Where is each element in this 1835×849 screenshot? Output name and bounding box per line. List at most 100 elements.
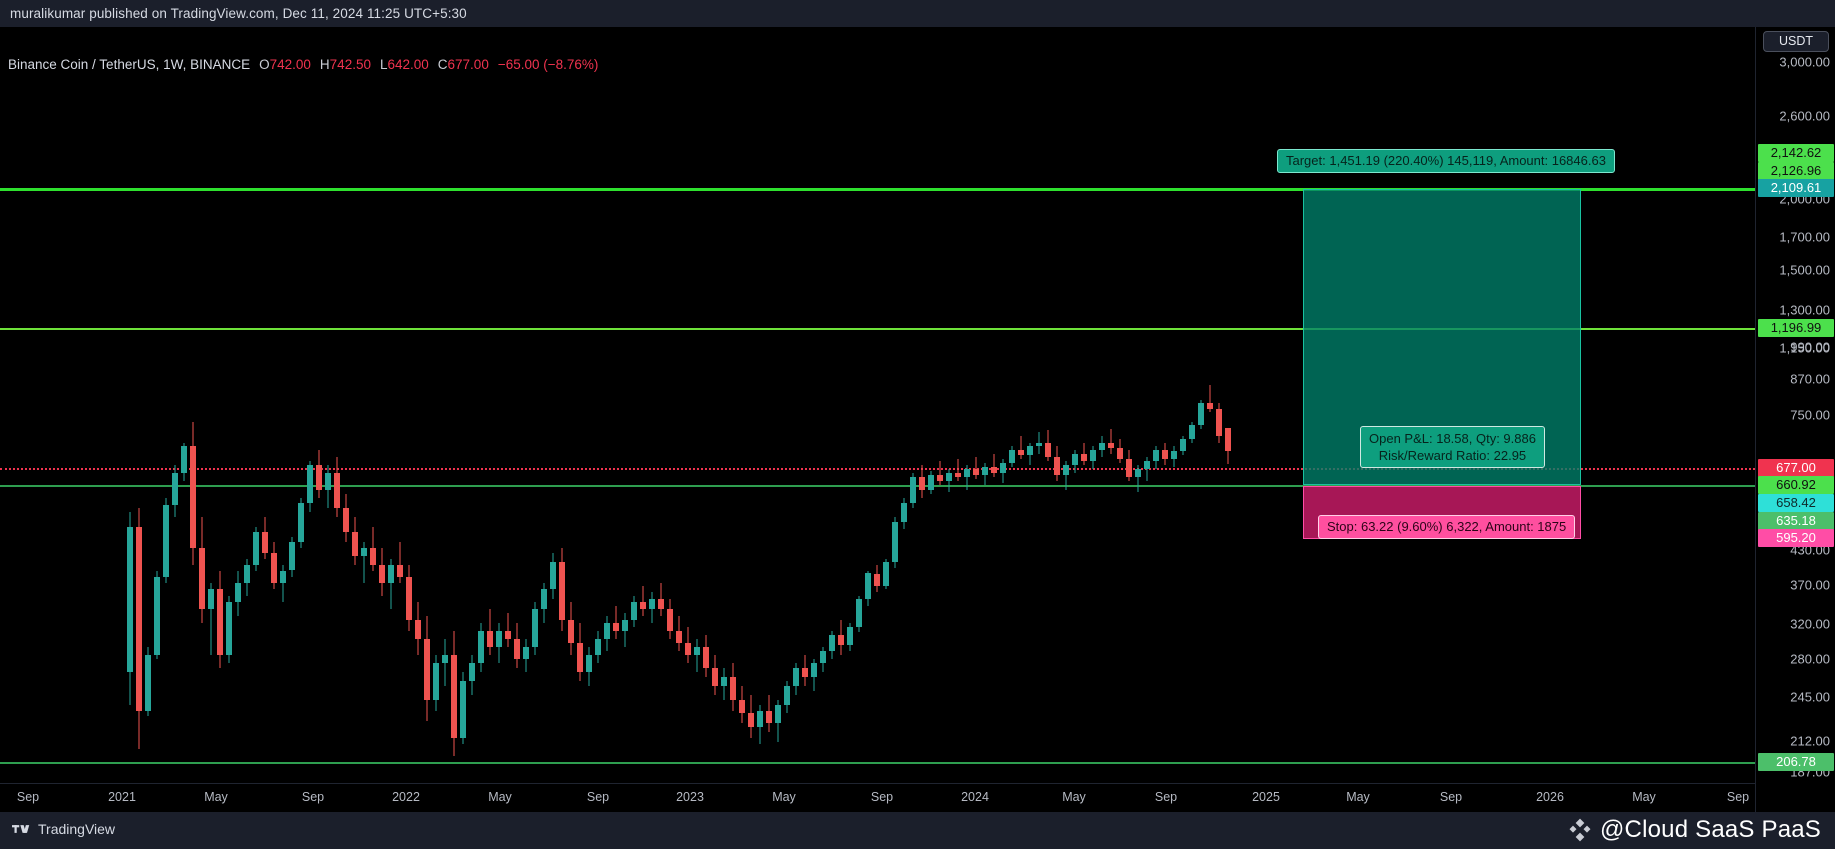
time-tick: Sep — [1439, 790, 1463, 804]
candle — [1054, 446, 1060, 482]
candle — [388, 558, 394, 610]
candle-body — [244, 564, 250, 583]
price-badge[interactable]: 2,126.96 — [1758, 162, 1834, 180]
price-badge[interactable]: 206.78 — [1758, 753, 1834, 771]
candle — [892, 517, 898, 568]
price-badge[interactable]: 677.00 — [1758, 459, 1834, 477]
candle-body — [208, 589, 214, 610]
candle — [136, 507, 142, 749]
price-badge[interactable]: 635.18 — [1758, 512, 1834, 530]
candle — [244, 558, 250, 596]
stop-annotation[interactable]: Stop: 63.22 (9.60%) 6,322, Amount: 1875 — [1318, 515, 1576, 539]
candle — [1144, 457, 1150, 482]
candle-body — [532, 609, 538, 647]
watermark-label: @Cloud SaaS PaaS — [1599, 816, 1821, 843]
candle-body — [388, 564, 394, 583]
price-badge[interactable]: 1,196.99 — [1758, 319, 1834, 337]
open-pnl-annotation[interactable]: Open P&L: 18.58, Qty: 9.886 Risk/Reward … — [1360, 426, 1545, 468]
candle-body — [262, 531, 268, 554]
publisher-bar: muralikumar published on TradingView.com… — [0, 0, 1835, 27]
price-badge[interactable]: 658.42 — [1758, 494, 1834, 512]
candle-body — [145, 654, 151, 711]
price-tick: 2,600.00 — [1779, 108, 1830, 124]
candle — [910, 472, 916, 508]
candle-body — [874, 573, 880, 586]
price-tick: 370.00 — [1790, 577, 1830, 593]
price-tick: 1,700.00 — [1779, 229, 1830, 245]
candle-body — [397, 564, 403, 577]
target-annotation[interactable]: Target: 1,451.19 (220.40%) 145,119, Amou… — [1277, 149, 1615, 173]
candle-wick — [957, 459, 959, 482]
candle — [865, 570, 871, 606]
candle-wick — [1065, 461, 1067, 490]
price-badge[interactable]: 2,142.62 — [1758, 144, 1834, 162]
price-badge[interactable]: 2,109.61 — [1758, 179, 1834, 197]
candle-body — [154, 576, 160, 655]
candle-body — [739, 700, 745, 713]
candle-body — [1189, 425, 1195, 440]
candle-body — [271, 553, 277, 583]
candle-wick — [696, 638, 698, 673]
price-scale[interactable]: USDT 3,000.00 2,600.00 2,000.00 1,700.00 1,5… — [1755, 27, 1835, 812]
candle-wick — [642, 585, 644, 617]
candle — [478, 623, 484, 673]
candle-body — [181, 446, 187, 473]
candle-body — [1036, 442, 1042, 447]
candle — [154, 570, 160, 659]
candle — [451, 630, 457, 757]
candle-body — [766, 710, 772, 724]
candle — [253, 526, 259, 571]
candle — [991, 453, 997, 478]
price-badge[interactable]: 660.92 — [1758, 476, 1834, 494]
candle-body — [1027, 446, 1033, 456]
candle — [514, 623, 520, 668]
currency-chip[interactable]: USDT — [1763, 31, 1829, 52]
tradingview-brand-label: TradingView — [38, 821, 116, 837]
candle-body — [631, 602, 637, 620]
symbol-label[interactable]: Binance Coin / TetherUS, 1W, BINANCE — [8, 57, 251, 72]
candle — [334, 457, 340, 517]
candle-body — [775, 705, 781, 724]
candle — [1090, 446, 1096, 469]
candle — [1072, 449, 1078, 473]
candle-body — [352, 531, 358, 556]
candle-body — [253, 531, 259, 565]
chart-canvas[interactable]: Binance Coin / TetherUS, 1W, BINANCE O74… — [0, 27, 1755, 812]
candle — [172, 465, 178, 517]
candle-body — [289, 542, 295, 571]
candle — [730, 663, 736, 711]
candle — [397, 542, 403, 583]
candle — [280, 564, 286, 603]
time-tick: 2026 — [1536, 790, 1564, 804]
candle-wick — [1146, 457, 1148, 482]
candle — [1081, 442, 1087, 466]
candle — [973, 457, 979, 480]
time-tick: 2023 — [676, 790, 704, 804]
time-tick: Sep — [16, 790, 40, 804]
candle — [568, 602, 574, 655]
candle — [181, 442, 187, 482]
tradingview-logo[interactable]: TradingView — [12, 821, 115, 837]
candle-body — [343, 507, 349, 532]
candle — [163, 498, 169, 583]
candle-body — [820, 650, 826, 664]
candle-body — [1198, 402, 1204, 426]
candle — [982, 463, 988, 486]
candle — [1126, 449, 1132, 482]
candle-body — [793, 667, 799, 686]
candle — [325, 465, 331, 508]
candle-body — [838, 634, 844, 645]
price-tick: 990.00 — [1790, 339, 1830, 355]
candle — [415, 602, 421, 655]
candle — [748, 695, 754, 739]
candle-wick — [1137, 465, 1139, 492]
candle — [874, 564, 880, 593]
price-badge[interactable]: 595.20 — [1758, 529, 1834, 547]
candle-body — [829, 634, 835, 651]
candle-body — [433, 663, 439, 701]
time-scale[interactable]: Sep 2021 May Sep 2022 May Sep 2023 May Sep 2024 May… — [0, 783, 1755, 812]
candle — [352, 517, 358, 565]
candle — [316, 449, 322, 499]
candle-wick — [282, 564, 284, 603]
candle-body — [325, 472, 331, 490]
